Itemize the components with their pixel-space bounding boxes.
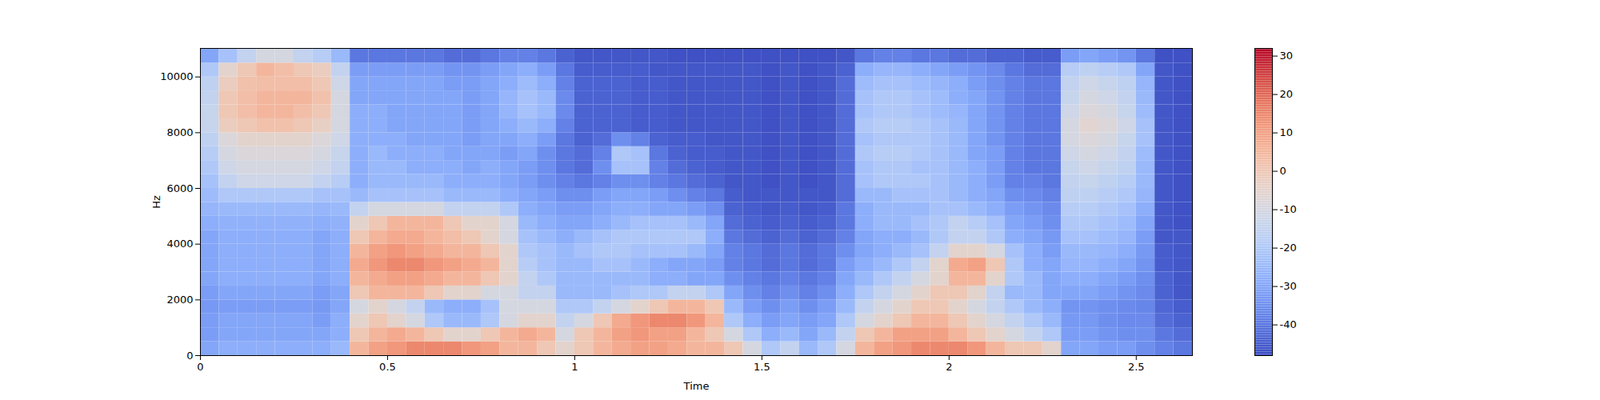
svg-text:Hz: Hz <box>150 195 163 209</box>
svg-text:0: 0 <box>1280 164 1287 177</box>
svg-text:30: 30 <box>1280 49 1294 62</box>
svg-text:10: 10 <box>1280 126 1294 139</box>
svg-text:0: 0 <box>186 349 193 362</box>
svg-text:1.5: 1.5 <box>753 360 771 373</box>
svg-text:10000: 10000 <box>160 70 193 83</box>
svg-text:Time: Time <box>683 380 710 392</box>
svg-text:-40: -40 <box>1280 318 1297 331</box>
svg-text:0.5: 0.5 <box>379 360 396 373</box>
svg-text:8000: 8000 <box>166 126 193 139</box>
svg-text:6000: 6000 <box>166 182 193 195</box>
svg-text:2000: 2000 <box>166 293 193 306</box>
svg-text:20: 20 <box>1280 88 1294 100</box>
svg-text:2: 2 <box>945 360 952 373</box>
svg-text:1: 1 <box>571 360 578 373</box>
svg-text:4000: 4000 <box>166 237 193 250</box>
svg-text:-20: -20 <box>1280 241 1297 254</box>
svg-text:0: 0 <box>196 360 204 373</box>
svg-text:-30: -30 <box>1280 280 1297 292</box>
svg-text:2.5: 2.5 <box>1128 360 1145 373</box>
svg-text:-10: -10 <box>1280 203 1297 216</box>
